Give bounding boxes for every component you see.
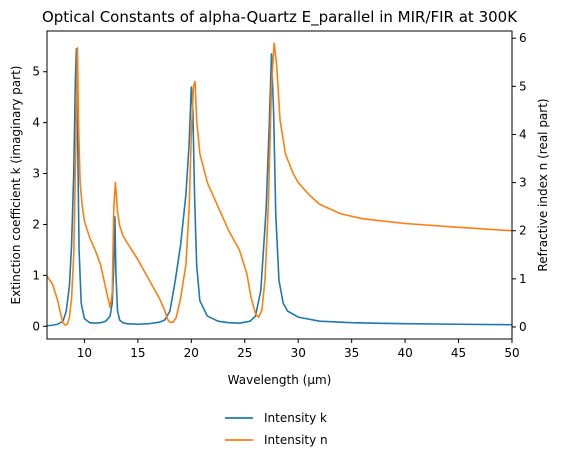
x-tick-label: 10: [77, 346, 92, 360]
right-y-axis-label: Refractive index n (real part): [536, 98, 550, 271]
x-axis: 10 15 20 25 30 35 40 45 50: [77, 339, 520, 360]
chart-title: Optical Constants of alpha-Quartz E_para…: [42, 8, 518, 27]
legend-label: Intensity k: [264, 411, 327, 425]
left-y-axis: 0 1 2 3 4 5: [32, 65, 47, 333]
x-tick-label: 40: [397, 346, 412, 360]
x-tick-label: 45: [451, 346, 466, 360]
plot-area: [46, 30, 513, 340]
x-tick-label: 25: [237, 346, 252, 360]
left-y-tick-label: 2: [32, 217, 40, 231]
left-y-axis-label: Extinction coefficient k (imaginary part…: [9, 66, 23, 305]
right-y-tick-label: 2: [519, 224, 527, 238]
right-y-tick-label: 5: [519, 79, 527, 93]
x-tick-label: 50: [504, 346, 519, 360]
right-y-tick-label: 4: [519, 127, 527, 141]
series-line-n: [47, 42, 512, 326]
plot-frame: [46, 30, 513, 340]
x-tick-label: 35: [344, 346, 359, 360]
left-y-tick-label: 0: [32, 319, 40, 333]
series-layer: [47, 42, 512, 327]
x-tick-label: 20: [184, 346, 199, 360]
series-line-k: [47, 48, 512, 327]
left-y-tick-label: 4: [32, 116, 40, 130]
left-y-tick-label: 1: [32, 268, 40, 282]
right-y-tick-label: 6: [519, 31, 527, 45]
right-y-axis: 0 1 2 3 4 5 6: [512, 31, 527, 334]
right-y-tick-label: 0: [519, 320, 527, 334]
left-y-tick-label: 3: [32, 167, 40, 181]
right-y-tick-label: 3: [519, 176, 527, 190]
legend: Intensity k Intensity n: [225, 411, 328, 447]
legend-label: Intensity n: [264, 433, 328, 447]
x-tick-label: 30: [291, 346, 306, 360]
x-axis-label: Wavelength (μm): [228, 373, 332, 387]
x-tick-label: 15: [130, 346, 145, 360]
left-y-tick-label: 5: [32, 65, 40, 79]
right-y-tick-label: 1: [519, 272, 527, 286]
